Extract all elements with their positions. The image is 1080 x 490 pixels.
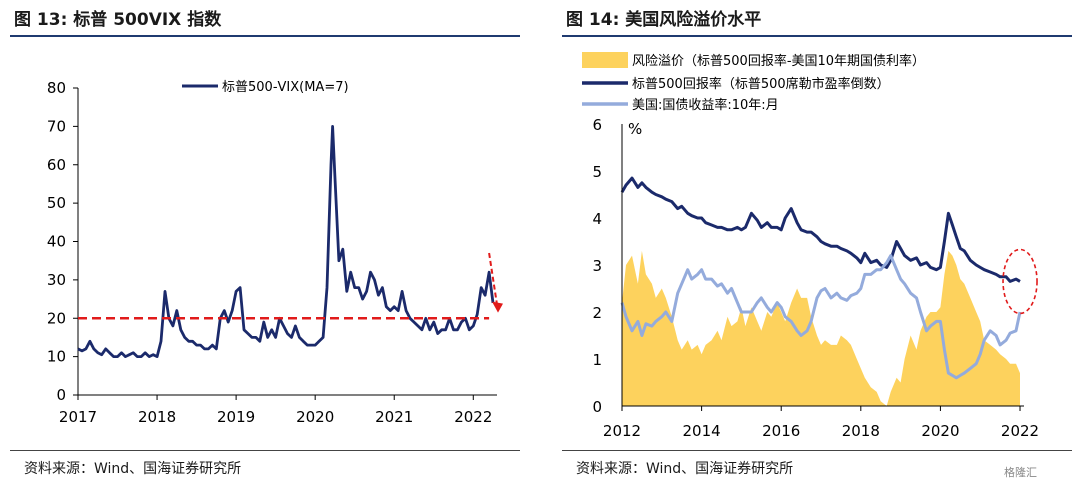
source-rule <box>562 450 1072 451</box>
y-tick-label: 0 <box>56 386 66 404</box>
legend-label-sp500: 标普500回报率（标普500席勒市盈率倒数） <box>632 76 890 92</box>
y-tick-label: 30 <box>47 271 66 289</box>
y-tick-label: 80 <box>47 79 66 97</box>
source-note: 资料来源：Wind、国海证券研究所 <box>24 461 242 477</box>
title-rule <box>562 35 1072 37</box>
y-tick-label: 2 <box>592 304 602 322</box>
x-tick-label: 2012 <box>603 422 641 440</box>
y-tick-label: 6 <box>592 116 602 134</box>
y-tick-label: 60 <box>47 156 66 174</box>
legend-label-risk-premium: 风险溢价（标普500回报率-美国10年期国债利率） <box>632 53 925 69</box>
y-tick-label: 3 <box>592 257 602 275</box>
y-tick-label: 0 <box>592 398 602 416</box>
legend-swatch-area <box>582 52 628 68</box>
sp500-return-line <box>620 176 1021 283</box>
y-tick-label: 1 <box>592 351 602 369</box>
x-tick-label: 2014 <box>683 422 721 440</box>
figure-14-title: 图 14: 美国风险溢价水平 <box>566 10 762 30</box>
treasury-10y-line <box>620 254 1022 380</box>
y-tick-label: 20 <box>47 309 66 327</box>
x-tick-label: 2021 <box>375 408 413 426</box>
y-tick-label: 40 <box>47 233 66 251</box>
x-tick-label: 2017 <box>59 408 97 426</box>
highlight-ellipse <box>1002 248 1038 315</box>
x-tick-label: 2022 <box>454 408 492 426</box>
x-tick-label: 2018 <box>842 422 880 440</box>
x-tick-label: 2022 <box>1001 422 1039 440</box>
y-unit-label: % <box>628 120 642 138</box>
risk-premium-chart: 0 1 2 3 4 5 6 % 2012 2014 2016 2018 2020 2022 风险溢价（标普5… <box>582 52 1039 440</box>
series-line-vix <box>77 125 495 359</box>
risk-premium-area <box>622 250 1020 406</box>
risk-premium-panel: 图 14: 美国风险溢价水平 0 1 2 3 4 5 6% 2012 2014 2016 2018 2… <box>552 0 1080 490</box>
x-tick-label: 2018 <box>138 408 176 426</box>
vix-chart: 0 10 20 30 40 50 60 70 80 2017 2018 2019 2020 2021 202… <box>47 79 503 426</box>
y-tick-label: 70 <box>47 117 66 135</box>
y-tick-label: 5 <box>592 163 602 181</box>
x-tick-label: 2020 <box>921 422 959 440</box>
watermark: 格隆汇 <box>1004 466 1037 479</box>
legend-label-treasury: 美国:国债收益率:10年:月 <box>632 97 779 113</box>
trend-arrow-head <box>492 301 503 313</box>
title-rule <box>10 35 520 37</box>
y-tick-label: 50 <box>47 194 66 212</box>
source-note: 资料来源：Wind、国海证券研究所 <box>576 461 794 477</box>
x-tick-label: 2020 <box>296 408 334 426</box>
x-tick-label: 2019 <box>217 408 255 426</box>
figure-13-title: 图 13: 标普 500VIX 指数 <box>14 10 222 30</box>
x-tick-label: 2016 <box>762 422 800 440</box>
trend-arrow-shaft <box>488 252 498 305</box>
source-rule <box>10 450 520 451</box>
legend-label: 标普500-VIX(MA=7) <box>222 80 349 95</box>
y-tick-label: 10 <box>47 348 66 366</box>
vix-panel: 图 13: 标普 500VIX 指数 0 10 20 30 40 50 60 70 80 2017… <box>0 0 530 490</box>
y-tick-label: 4 <box>592 210 602 228</box>
